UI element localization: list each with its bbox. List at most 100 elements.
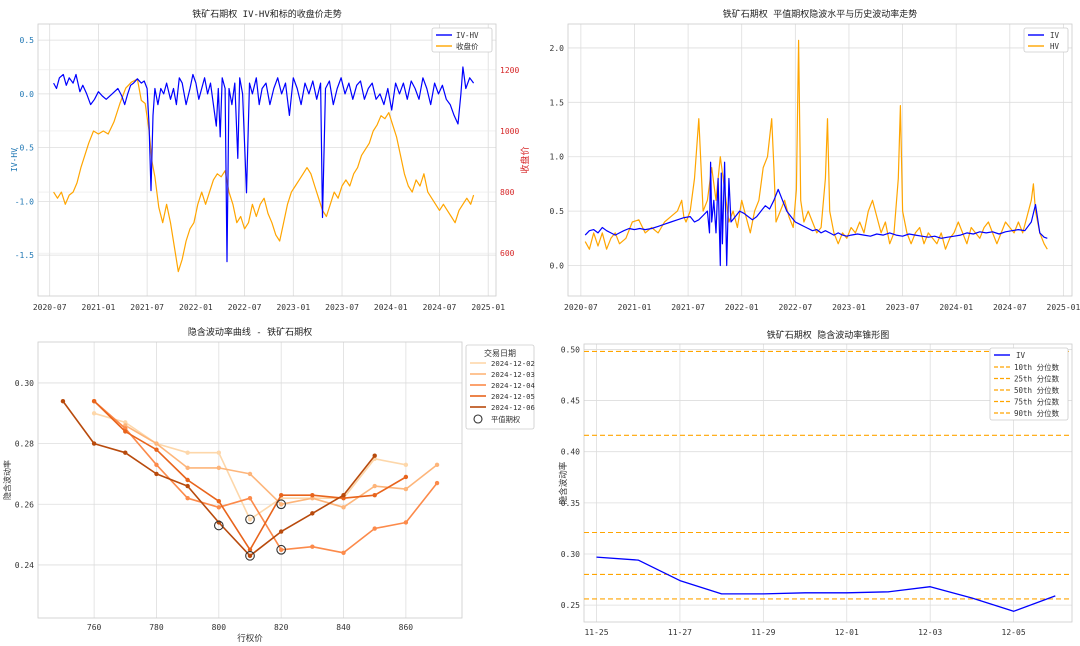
data-point xyxy=(372,453,377,458)
series-iv-line xyxy=(584,161,1048,267)
data-point xyxy=(91,441,97,446)
legend-label-iv-hv: IV-HV xyxy=(456,31,479,40)
data-point xyxy=(185,483,190,489)
data-point xyxy=(216,505,222,510)
data-point xyxy=(278,547,284,552)
atm-marker xyxy=(276,499,287,510)
plot-frame xyxy=(37,341,463,619)
data-point xyxy=(403,486,409,492)
data-point xyxy=(372,526,377,531)
x-tick-label: 2024-01 xyxy=(374,303,408,312)
data-point xyxy=(341,550,346,555)
x-tick-label: 2020-07 xyxy=(564,303,598,312)
atm-marker xyxy=(276,544,287,555)
legend-label: 2024-12-02 xyxy=(491,359,535,368)
y-axis-label: 隐含波动率 xyxy=(2,460,12,500)
x-tick-label: 11-29 xyxy=(751,628,775,637)
legend-label-atm: 平值期权 xyxy=(491,415,521,424)
x-tick-label: 11-27 xyxy=(668,628,692,637)
x-tick-label: 2021-01 xyxy=(618,303,652,312)
data-point xyxy=(247,495,253,501)
legend-title: 交易日期 xyxy=(484,348,516,358)
legend-label-percentile: 75th 分位数 xyxy=(1014,397,1060,407)
data-point xyxy=(278,502,284,507)
data-point xyxy=(91,398,97,404)
x-tick-label: 2022-07 xyxy=(778,303,812,312)
data-point xyxy=(310,495,315,501)
data-point xyxy=(216,499,222,504)
chart-title: 隐含波动率曲线 - 铁矿石期权 xyxy=(188,326,312,338)
data-point xyxy=(123,429,128,434)
y-tick-label: 0.0 xyxy=(550,262,565,271)
plot-frame xyxy=(583,343,1073,623)
data-point xyxy=(434,462,440,468)
data-point xyxy=(185,450,190,455)
y-tick-label: 0.24 xyxy=(15,561,34,570)
y-tick-label: 0.28 xyxy=(15,440,34,449)
y-tick-label: 0.5 xyxy=(550,207,565,216)
x-tick-label: 760 xyxy=(87,623,102,632)
legend-label-percentile: 10th 分位数 xyxy=(1014,362,1060,372)
data-point xyxy=(341,495,346,501)
plot-frame xyxy=(37,23,497,297)
data-point xyxy=(154,441,159,446)
y-tick-label-right: 1000 xyxy=(500,127,519,136)
y-tick-label-right: 800 xyxy=(500,188,515,197)
y-tick-label-left: -1.5 xyxy=(15,251,34,260)
y-tick-label: 0.26 xyxy=(15,500,34,509)
y-tick-label: 0.25 xyxy=(561,601,580,610)
data-point xyxy=(123,450,128,455)
legend: IV HV xyxy=(1023,27,1069,53)
x-tick-label: 2022-07 xyxy=(228,303,262,312)
x-tick-label: 780 xyxy=(149,623,164,632)
data-point xyxy=(216,450,222,455)
data-point xyxy=(310,544,315,549)
data-point xyxy=(278,492,284,498)
data-point xyxy=(154,462,159,468)
data-point xyxy=(91,411,97,416)
data-point xyxy=(247,517,253,522)
x-tick-label: 2024-07 xyxy=(993,303,1027,312)
legend-label-iv: IV xyxy=(1016,351,1026,360)
x-tick-label: 2023-01 xyxy=(276,303,310,312)
panel-iv-hv-close: 2020-07 2021-01 2021-07 2022-01 2022-07 2023-… xyxy=(10,8,531,312)
legend-label: 2024-12-03 xyxy=(491,370,535,379)
y-tick-label: 0.35 xyxy=(561,499,580,508)
series-2024-12-02-line xyxy=(93,412,407,521)
y-tick-label-left: 0.0 xyxy=(20,90,35,99)
series-close-line xyxy=(53,78,475,273)
x-tick-label: 2023-01 xyxy=(832,303,866,312)
y-axis-label-right: 收盘价 xyxy=(519,146,531,173)
y-tick-label: 1.0 xyxy=(550,153,565,162)
y-tick-label: 0.50 xyxy=(561,345,580,354)
legend-label-close: 收盘价 xyxy=(456,41,479,51)
data-point xyxy=(185,477,190,483)
x-tick-label: 2022-01 xyxy=(179,303,213,312)
data-point xyxy=(185,495,190,501)
atm-marker xyxy=(245,550,255,561)
y-tick-label: 1.5 xyxy=(550,98,565,107)
atm-marker xyxy=(245,514,255,525)
plot-frame xyxy=(567,23,1073,297)
data-point xyxy=(154,471,159,477)
data-point xyxy=(403,474,409,480)
x-tick-label: 2024-01 xyxy=(939,303,973,312)
y-tick-label-right: 600 xyxy=(500,249,515,258)
x-tick-label: 2022-01 xyxy=(725,303,759,312)
legend-swatch-atm xyxy=(473,414,483,424)
legend-label: 2024-12-05 xyxy=(491,392,535,401)
legend-label: 2024-12-06 xyxy=(491,403,535,412)
y-axis-label-left: IV-HV xyxy=(10,148,19,172)
data-point xyxy=(185,465,190,471)
data-point xyxy=(403,520,409,525)
data-point xyxy=(247,547,253,552)
data-point xyxy=(154,447,159,452)
x-tick-label: 820 xyxy=(274,623,289,632)
y-tick-label-left: -0.5 xyxy=(15,144,34,153)
chart-title: 铁矿石期权 IV-HV和标的收盘价走势 xyxy=(192,8,342,20)
x-tick-label: 2023-07 xyxy=(886,303,920,312)
legend-label-percentile: 50th 分位数 xyxy=(1014,385,1060,395)
series-iv-line xyxy=(596,556,1056,612)
